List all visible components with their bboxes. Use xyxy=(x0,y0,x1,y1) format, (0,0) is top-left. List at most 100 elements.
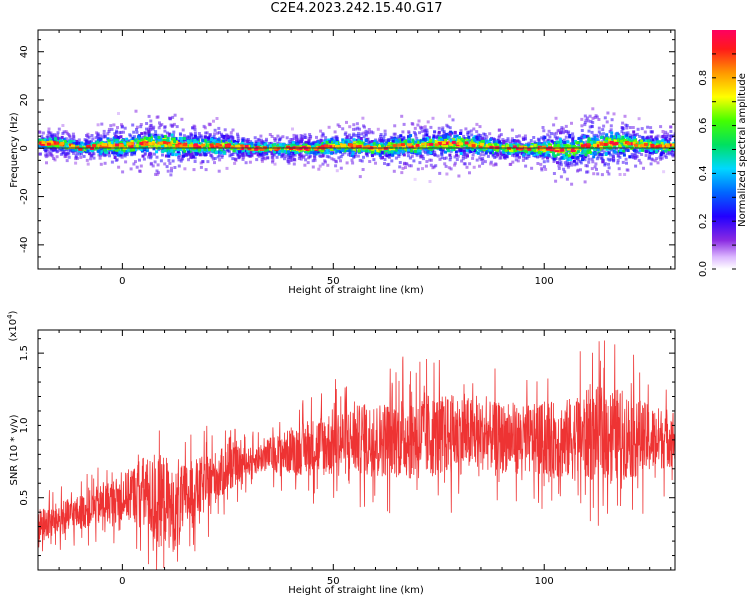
spectrogram-cell xyxy=(499,152,503,156)
spectrogram-cell xyxy=(152,125,156,129)
spectrogram-cell xyxy=(502,140,506,143)
spectrogram-cell xyxy=(592,138,596,141)
spectrogram-cell xyxy=(381,138,385,142)
spectrogram-cell xyxy=(259,134,263,138)
spectrogram-cell xyxy=(556,144,560,147)
spectrogram-cell xyxy=(339,155,343,159)
spectrogram-cell xyxy=(92,152,96,156)
spectrogram-cell xyxy=(243,149,247,153)
spectrogram-cell xyxy=(266,156,270,160)
spectrogram-cell xyxy=(595,138,599,142)
spectrogram-cell xyxy=(590,167,594,171)
spectrogram-cell xyxy=(101,135,105,139)
spectrogram-cell xyxy=(482,148,486,152)
spectrogram-cell xyxy=(353,152,357,156)
spectrogram-cell xyxy=(370,142,374,146)
spectrogram-cell xyxy=(319,141,323,145)
spectrogram-cell xyxy=(211,157,215,161)
spectrogram-cell xyxy=(199,161,203,165)
spectrogram-cell xyxy=(591,137,595,141)
spectrogram-cell xyxy=(388,147,392,151)
spectrogram-cell xyxy=(586,119,590,123)
spectrogram-cell xyxy=(281,153,285,157)
spectrogram-cell xyxy=(532,153,536,157)
spectrogram-cell xyxy=(90,140,93,144)
spectrogram-cell xyxy=(48,153,52,156)
spectrogram-cell xyxy=(160,145,164,149)
spectrogram-cell xyxy=(79,145,83,149)
spectrogram-cell xyxy=(552,123,556,127)
spectrogram-cell xyxy=(398,165,402,169)
spectrogram-cell xyxy=(447,135,451,139)
spectrogram-cell xyxy=(352,123,356,127)
spectrogram-cell xyxy=(88,152,92,156)
spectrogram-cell xyxy=(625,147,629,151)
spectrogram-cell xyxy=(54,148,58,152)
spectrogram-cell xyxy=(156,115,160,119)
spectrogram-cell xyxy=(62,130,66,134)
spectrogram-cell xyxy=(401,166,405,170)
spectrogram-cell xyxy=(119,153,123,157)
spectrogram-cell xyxy=(330,137,334,141)
spectrogram-cell xyxy=(147,133,151,137)
spectrogram-cell xyxy=(62,137,66,141)
spectrogram-cell xyxy=(309,135,313,138)
spectrogram-cell xyxy=(247,152,251,155)
spectrogram-cell xyxy=(257,138,261,142)
spectrogram-cell xyxy=(601,160,605,164)
spectrogram-cell xyxy=(543,149,547,153)
spectrogram-cell xyxy=(135,165,139,169)
spectrogram-cell xyxy=(402,151,406,155)
spectrogram-cell xyxy=(603,163,607,167)
spectrogram-cell xyxy=(205,140,209,144)
spectrogram-cell xyxy=(237,156,241,160)
spectrogram-cell xyxy=(463,162,467,166)
spectrogram-cell xyxy=(524,153,528,157)
spectrogram-cell xyxy=(157,171,160,175)
spectrogram-cell xyxy=(241,157,245,161)
spectrogram-cell xyxy=(192,168,196,172)
spectrogram-cell xyxy=(565,156,569,160)
spectrogram-cell xyxy=(336,123,340,127)
spectrogram-cell xyxy=(497,128,501,132)
spectrogram-cell xyxy=(643,130,647,134)
spectrogram-cell xyxy=(492,163,496,167)
spectrogram-cell xyxy=(125,153,129,157)
spectrogram-cell xyxy=(347,145,350,149)
spectrogram-cell xyxy=(67,155,71,159)
spectrogram-cell xyxy=(621,137,625,141)
spectrogram-cell xyxy=(67,145,71,149)
spectrogram-cell xyxy=(281,135,285,139)
spectrogram-cell xyxy=(273,139,277,143)
spectrogram-cell xyxy=(557,164,561,168)
spectrogram-cell xyxy=(426,145,430,148)
spectrogram-cell xyxy=(651,158,655,162)
spectrogram-cell xyxy=(362,155,365,159)
spectrogram-cell xyxy=(147,155,151,159)
spectrogram-cell xyxy=(358,127,361,131)
spectrogram-cell xyxy=(536,155,540,159)
spectrogram-cell xyxy=(203,145,207,149)
spectrogram-cell xyxy=(243,139,247,143)
spectrogram-cell xyxy=(491,150,494,154)
spectrogram-cell xyxy=(542,129,546,133)
spectrogram-cell xyxy=(604,152,608,155)
spectrogram-cell xyxy=(228,150,232,154)
spectrogram-cell xyxy=(149,123,153,127)
spectrogram-cell xyxy=(505,154,509,158)
spectrogram-cell xyxy=(265,148,269,152)
spectrogram-cell xyxy=(171,153,175,157)
spectrogram-cell xyxy=(147,114,151,118)
spectrogram-cell xyxy=(302,154,306,158)
spectrogram-cell xyxy=(385,152,389,156)
spectrogram-cell xyxy=(485,135,489,139)
spectrogram-cell xyxy=(145,127,148,131)
spectrogram-cell xyxy=(653,141,657,145)
spectrogram-cell xyxy=(114,158,118,162)
spectrogram-cell xyxy=(546,156,549,160)
spectrogram-cell xyxy=(383,129,387,133)
spectrogram-cell xyxy=(263,143,267,147)
spectrogram-cell xyxy=(171,159,175,163)
spectrogram-cell xyxy=(445,172,449,176)
spectrogram-cell xyxy=(597,126,601,130)
